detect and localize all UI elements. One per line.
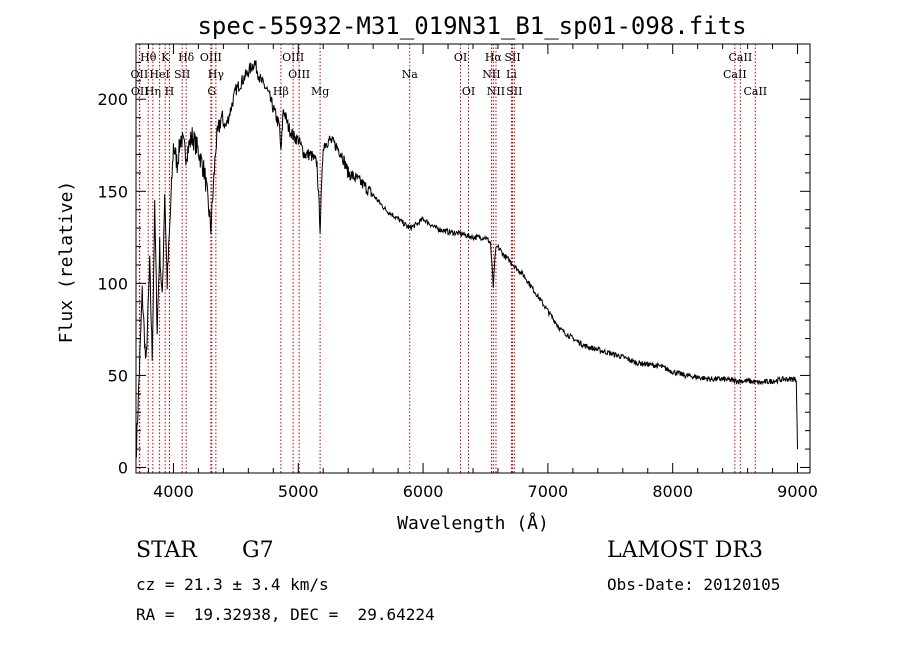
- object-type: STAR: [136, 538, 197, 563]
- line-label: CaII: [743, 85, 767, 98]
- line-label: CaII: [723, 68, 747, 81]
- x-tick-label: 9000: [777, 482, 818, 501]
- x-tick-label: 4000: [153, 482, 194, 501]
- line-label: OII: [131, 68, 149, 81]
- line-label: OIII: [200, 51, 222, 64]
- emission-line-markers: [138, 44, 756, 473]
- y-tick-label: 200: [97, 90, 128, 109]
- line-label: Hδ: [178, 51, 195, 64]
- line-label: OIII: [282, 51, 304, 64]
- line-label: NII: [482, 68, 500, 81]
- x-axis-ticks: 4000 5000 6000 7000 8000 9000: [147, 44, 818, 501]
- line-label: SII: [504, 51, 520, 64]
- coordinates: RA = 19.32938, DEC = 29.64224: [136, 605, 435, 624]
- line-label: OI: [462, 85, 475, 98]
- observation-date: Obs-Date: 20120105: [607, 575, 781, 594]
- x-tick-label: 7000: [528, 482, 569, 501]
- line-label: Hθ: [140, 51, 157, 64]
- survey-name: LAMOST DR3: [607, 538, 763, 563]
- y-tick-label: 100: [97, 274, 128, 293]
- line-label: OII: [131, 85, 149, 98]
- line-label: NII: [487, 85, 505, 98]
- x-tick-label: 5000: [278, 482, 319, 501]
- y-axis-ticks: 0 50 100 150 200: [97, 61, 810, 477]
- x-axis-label: Wavelength (Å): [397, 512, 549, 534]
- line-label: Hβ: [273, 85, 289, 98]
- x-tick-label: 8000: [652, 482, 693, 501]
- plot-frame: [135, 43, 811, 474]
- y-tick-label: 150: [97, 182, 128, 201]
- line-label: H: [165, 85, 175, 98]
- x-tick-label: 6000: [403, 482, 444, 501]
- line-label: CaII: [729, 51, 753, 64]
- y-tick-label: 0: [118, 458, 128, 477]
- spectral-subclass: G7: [242, 538, 274, 563]
- line-label: Hα: [485, 51, 503, 64]
- line-label: G: [207, 85, 216, 98]
- line-label: K: [161, 51, 170, 64]
- spectrum-line: [135, 60, 798, 459]
- y-axis-label: Flux (relative): [56, 181, 77, 344]
- line-label: Na: [402, 68, 419, 81]
- line-label: OIII: [288, 68, 310, 81]
- redshift-velocity: cz = 21.3 ± 3.4 km/s: [136, 575, 329, 594]
- y-tick-label: 50: [108, 366, 128, 385]
- line-label: Hγ: [208, 68, 225, 81]
- line-label: Li: [506, 68, 517, 81]
- line-label: OI: [454, 51, 467, 64]
- line-label: SII: [506, 85, 522, 98]
- line-label: SII: [174, 68, 190, 81]
- chart-title: spec-55932-M31_019N31_B1_sp01-098.fits: [197, 12, 746, 40]
- line-label: Mg: [311, 85, 329, 98]
- line-label: Hη: [145, 85, 161, 98]
- line-label: HeI: [149, 68, 169, 81]
